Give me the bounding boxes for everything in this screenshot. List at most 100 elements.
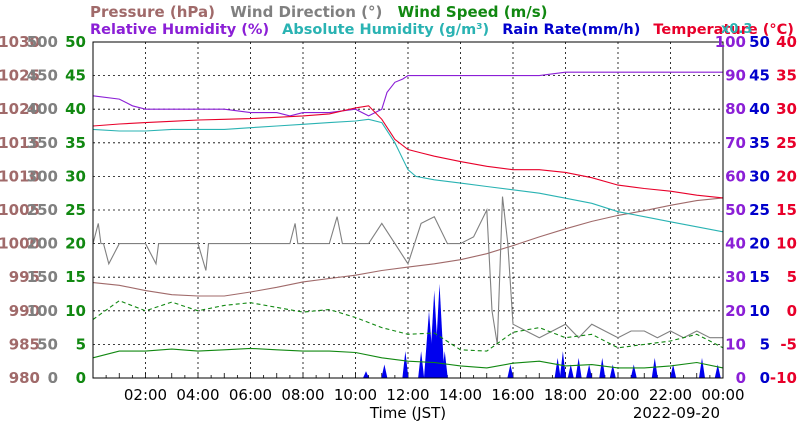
y-tick-label-pressure: 1000 [0,235,40,253]
rain-bar [363,371,369,378]
y-tick-label-pressure: 1025 [0,67,40,85]
y-tick-label-wind_speed: 0 [76,369,86,387]
y-tick-label-rain: 30 [749,167,770,185]
x-tick-label: 16:00 [491,386,534,404]
x-tick-label: 18:00 [544,386,587,404]
x-axis-ticks: 02:00 04:00 06:00 08:00 10:00 12:00 14:00 16:00… [124,386,745,404]
y-tick-label-wind_speed: 50 [65,33,86,51]
y-tick-label-wind_dir: 400 [27,100,58,118]
rain-bar [651,357,658,378]
y-tick-label-wind_speed: 20 [65,235,86,253]
y-tick-label-wind_speed: 40 [65,100,86,118]
y-tick-label-wind_speed: 45 [65,67,86,85]
series-line [92,118,724,233]
series-line [92,71,723,117]
x-tick-label: 12:00 [386,386,429,404]
grid [92,42,724,378]
y-tick-label-rain: 45 [749,67,770,85]
x-tick-label: 02:00 [124,386,167,404]
y-tick-label-pressure: 1015 [0,134,40,152]
rain-bar [507,364,514,378]
rain-bar [418,351,425,378]
legend-absolute-humidity: Absolute Humidity (g/m³) [282,22,489,38]
y-tick-label-humidity: 60 [725,167,746,185]
y-tick-label-wind_speed: 35 [65,134,86,152]
rain-bar [670,364,677,378]
y-tick-label-pressure: 1005 [0,201,40,219]
y-tick-label-wind_speed: 15 [65,268,86,286]
y-tick-label-rain: 15 [749,268,770,286]
rain-bar [559,351,566,378]
x-tick-label: 08:00 [281,386,324,404]
y-tick-label-wind_dir: 450 [27,67,58,85]
rain-bar [586,364,593,378]
y-tick-label-temp: -5 [780,335,797,353]
date-label: 2022-09-20 [633,404,720,422]
y-tick-label-wind_speed: 25 [65,201,86,219]
y-tick-label-temp: 15 [776,201,797,219]
y-tick-label-temp: 5 [787,268,797,286]
y-tick-label-pressure: 1030 [0,33,40,51]
legend-wind-direction: Wind Direction (°) [230,3,382,21]
legend-relative-humidity: Relative Humidity (%) [90,22,269,38]
y-tick-label-wind_dir: 300 [27,167,58,185]
rain-bar [381,364,388,378]
x-tick-label: 22:00 [649,386,692,404]
y-tick-label-rain: 40 [749,100,770,118]
y-tick-label-humidity: 30 [725,268,746,286]
rain-bar [441,351,448,378]
legend-rain-rate: Rain Rate(mm/h) [502,22,640,38]
y-tick-label-rain: 0 [760,369,770,387]
y-tick-label-temp: 20 [776,167,797,185]
y-tick-label-wind_dir: 150 [27,268,58,286]
y-tick-label-pressure: 980 [9,369,40,387]
y-tick-label-humidity: 20 [725,302,746,320]
series-line [92,197,724,297]
y-tick-label-wind_dir: 100 [27,302,58,320]
series-line [92,196,723,345]
series-line [92,300,724,352]
y-tick-label-humidity: 70 [725,134,746,152]
plot-frame [92,41,724,379]
y-tick-label-humidity: 100 [715,33,746,51]
y-tick-label-temp: -10 [770,369,797,387]
legend-temperature: Temperature (°C) [653,22,794,38]
rain-bar [599,357,606,378]
rain-bar [402,351,409,378]
y-tick-label-pressure: 990 [9,302,40,320]
y-tick-label-wind_dir: 350 [27,134,58,152]
y-tick-label-humidity: 90 [725,67,746,85]
y-tick-label-temp: 25 [776,134,797,152]
x-tick-label: 04:00 [176,386,219,404]
legend-pressure: Pressure (hPa) [90,3,215,21]
y-tick-label-wind_dir: 500 [27,33,58,51]
y-tick-label-temp: 0 [787,302,797,320]
x-tick-label: 06:00 [229,386,272,404]
rain-bar [630,364,637,378]
chart-header: Pressure (hPa) Wind Direction (°) Wind S… [90,3,794,38]
y-tick-label-rain: 20 [749,235,770,253]
x-tick-label: 00:00 [701,386,744,404]
y-tick-label-rain: 10 [749,302,770,320]
x-axis-label: Time (JST) [369,404,446,422]
x-tick-label: 14:00 [439,386,482,404]
rain-bar [575,357,582,378]
y-tick-label-temp: 35 [776,67,797,85]
y-tick-label-pressure: 1020 [0,100,40,118]
y-tick-label-humidity: 10 [725,335,746,353]
y-tick-label-wind_dir: 50 [37,335,58,353]
series-line [92,105,724,199]
header-line-1: Pressure (hPa) Wind Direction (°) Wind S… [90,3,548,21]
y-tick-label-pressure: 985 [9,335,40,353]
y-tick-label-rain: 35 [749,134,770,152]
y-tick-label-wind_speed: 30 [65,167,86,185]
y-tick-label-wind_dir: 200 [27,235,58,253]
y-tick-label-pressure: 995 [9,268,40,286]
y-tick-label-humidity: 80 [725,100,746,118]
y-tick-label-temp: 10 [776,235,797,253]
y-tick-label-humidity: 0 [736,369,746,387]
rain-bar [567,364,574,378]
y-tick-label-wind_speed: 10 [65,302,86,320]
y-tick-label-pressure: 1010 [0,167,40,185]
rain-bar [699,357,705,378]
